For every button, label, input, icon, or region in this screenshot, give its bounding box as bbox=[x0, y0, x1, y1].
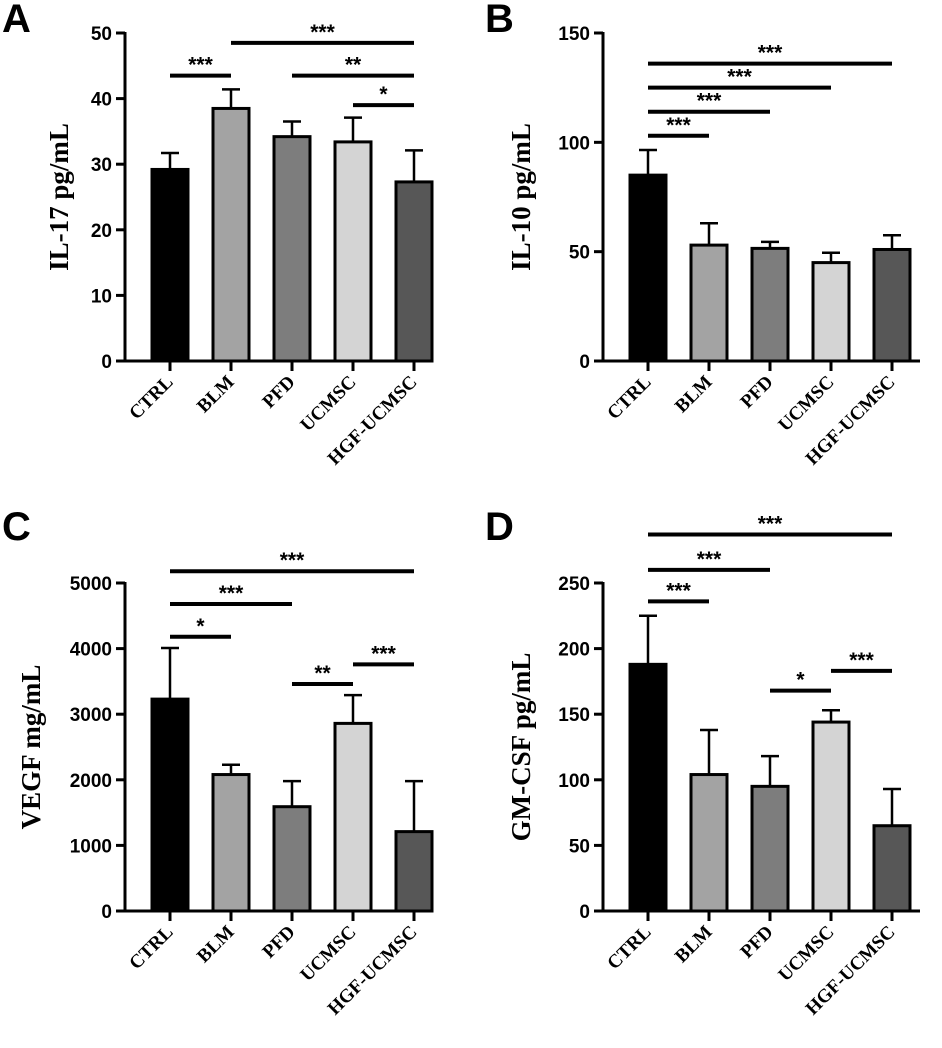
y-axis-label: IL-10 pg/mL bbox=[506, 123, 536, 271]
bar-pfd bbox=[750, 784, 790, 913]
bar-hgf-ucmsc bbox=[872, 824, 912, 913]
significance-label: * bbox=[796, 669, 805, 692]
y-axis-label: IL-17 pg/mL bbox=[44, 123, 74, 271]
y-tick-label: 150 bbox=[558, 705, 590, 726]
significance-label: *** bbox=[310, 21, 335, 44]
y-tick-label: 30 bbox=[91, 155, 112, 176]
bar-blm bbox=[689, 243, 729, 363]
y-tick-label: 4000 bbox=[70, 640, 112, 661]
bar-blm bbox=[211, 106, 251, 363]
x-category-label: CTRL bbox=[125, 372, 177, 424]
x-category-label: PFD bbox=[737, 372, 778, 413]
panel-letter: B bbox=[485, 0, 514, 41]
bar-pfd bbox=[750, 246, 790, 363]
y-tick-label: 250 bbox=[558, 574, 590, 595]
significance-label: *** bbox=[849, 649, 874, 672]
panel-c: C VEGF mg/mL 0 1000 2000 3000 4000 5000 CTRL BLM P… bbox=[2, 505, 434, 1019]
significance-label: *** bbox=[727, 66, 752, 89]
y-tick-label: 2000 bbox=[70, 771, 112, 792]
significance-label: *** bbox=[758, 42, 783, 65]
y-tick-label: 50 bbox=[569, 836, 590, 857]
bar-pfd bbox=[272, 135, 312, 363]
panel-letter: A bbox=[2, 0, 31, 41]
y-tick-label: 0 bbox=[579, 902, 590, 923]
bar-ucmsc bbox=[811, 261, 851, 363]
significance-label: ** bbox=[314, 662, 331, 685]
bar-ctrl bbox=[628, 173, 668, 363]
y-tick-label: 20 bbox=[91, 221, 112, 242]
y-axis-label: GM-CSF pg/mL bbox=[506, 653, 536, 842]
y-tick-label: 200 bbox=[558, 640, 590, 661]
bar-hgf-ucmsc bbox=[394, 830, 434, 913]
y-tick-label: 50 bbox=[569, 243, 590, 264]
y-tick-label: 150 bbox=[558, 24, 590, 45]
bar-ucmsc bbox=[333, 140, 373, 363]
significance-label: *** bbox=[666, 579, 691, 602]
panel-letter: D bbox=[485, 505, 514, 549]
bar-pfd bbox=[272, 805, 312, 913]
bar-hgf-ucmsc bbox=[872, 247, 912, 363]
y-tick-label: 10 bbox=[91, 286, 112, 307]
y-tick-label: 0 bbox=[101, 352, 112, 373]
bar-ucmsc bbox=[333, 721, 373, 913]
y-tick-label: 0 bbox=[579, 352, 590, 373]
significance-label: * bbox=[379, 83, 388, 106]
x-category-label: BLM bbox=[671, 922, 716, 967]
significance-label: ** bbox=[345, 54, 362, 77]
x-category-label: CTRL bbox=[125, 922, 177, 974]
significance-label: *** bbox=[371, 642, 396, 665]
x-category-label: BLM bbox=[193, 922, 238, 967]
significance-label: * bbox=[196, 615, 205, 638]
bar-blm bbox=[689, 773, 729, 913]
y-tick-label: 40 bbox=[91, 90, 112, 111]
significance-label: *** bbox=[666, 114, 691, 137]
x-category-label: CTRL bbox=[603, 372, 655, 424]
bar-ctrl bbox=[628, 662, 668, 913]
x-category-label: CTRL bbox=[603, 922, 655, 974]
y-tick-label: 50 bbox=[91, 24, 112, 45]
y-axis-label: VEGF mg/mL bbox=[16, 665, 46, 830]
significance-label: *** bbox=[280, 549, 305, 572]
significance-label: *** bbox=[697, 90, 722, 113]
x-category-label: PFD bbox=[259, 372, 300, 413]
significance-label: *** bbox=[188, 54, 213, 77]
y-tick-label: 100 bbox=[558, 771, 590, 792]
bar-ctrl bbox=[150, 167, 190, 363]
bar-ucmsc bbox=[811, 720, 851, 913]
bar-hgf-ucmsc bbox=[394, 180, 434, 363]
x-category-label: PFD bbox=[737, 922, 778, 963]
bar-blm bbox=[211, 773, 251, 913]
x-category-label: BLM bbox=[193, 372, 238, 417]
x-category-label: PFD bbox=[259, 922, 300, 963]
significance-label: *** bbox=[219, 582, 244, 605]
y-tick-label: 100 bbox=[558, 133, 590, 154]
bar-ctrl bbox=[150, 697, 190, 913]
y-tick-label: 0 bbox=[101, 902, 112, 923]
y-tick-label: 3000 bbox=[70, 705, 112, 726]
x-category-label: BLM bbox=[671, 372, 716, 417]
panel-letter: C bbox=[2, 505, 31, 549]
significance-label: *** bbox=[758, 512, 783, 535]
y-tick-label: 5000 bbox=[70, 574, 112, 595]
y-tick-label: 1000 bbox=[70, 836, 112, 857]
significance-label: *** bbox=[697, 548, 722, 571]
